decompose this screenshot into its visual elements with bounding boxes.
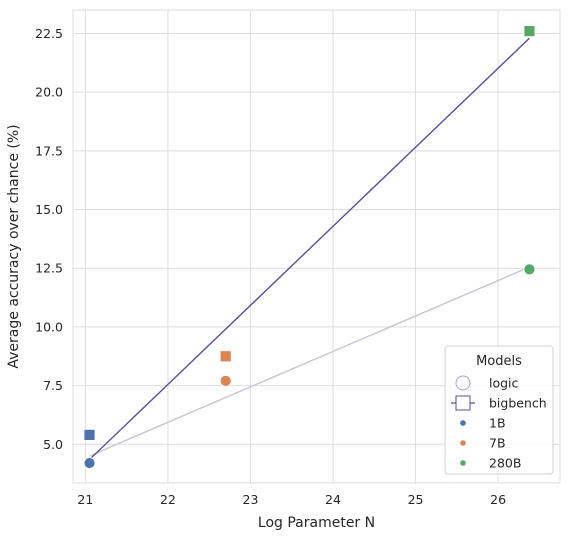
- legend-entries: logic bigbench 1B 7B 280B: [451, 375, 547, 471]
- y-tick-label: 5.0: [43, 437, 63, 452]
- y-tick-label: 20.0: [35, 85, 63, 100]
- legend-entry-bigbench: bigbench: [451, 395, 547, 411]
- logic-point-7B: [219, 374, 232, 387]
- legend-entry-logic: logic: [455, 375, 519, 391]
- x-tick-labels: 21 22 23 24 25 26: [77, 492, 506, 507]
- y-tick-label: 15.0: [35, 202, 63, 217]
- legend-label: 7B: [489, 436, 506, 451]
- legend-marker: [460, 440, 466, 446]
- legend-label: bigbench: [489, 396, 547, 411]
- legend-marker: [455, 375, 471, 391]
- bigbench-point-280B: [523, 25, 536, 38]
- x-tick-label: 21: [77, 492, 93, 507]
- legend-entry-280B: 280B: [460, 456, 521, 471]
- legend-marker: [460, 460, 466, 466]
- data-points: [83, 25, 536, 469]
- bigbench-fit-line: [89, 37, 530, 461]
- legend-marker: [455, 395, 471, 411]
- x-tick-label: 26: [490, 492, 506, 507]
- logic-point-280B: [523, 263, 536, 276]
- y-axis-title: Average accuracy over chance (%): [6, 124, 22, 368]
- logic-fit-line: [89, 266, 530, 457]
- legend-title: Models: [476, 354, 522, 369]
- bigbench-point-1B: [83, 428, 96, 441]
- y-tick-label: 10.0: [35, 319, 63, 334]
- x-tick-label: 22: [160, 492, 176, 507]
- logic-point-1B: [83, 457, 96, 469]
- legend-entry-7B: 7B: [460, 436, 506, 451]
- legend-label: 280B: [489, 456, 521, 471]
- x-tick-label: 24: [325, 492, 341, 507]
- y-tick-label: 12.5: [35, 261, 63, 276]
- fit-lines: [89, 37, 530, 461]
- legend-entry-1B: 1B: [460, 416, 506, 431]
- y-tick-label: 17.5: [35, 143, 63, 158]
- legend-label: 1B: [489, 416, 506, 431]
- y-tick-labels: 5.0 7.5 10.0 12.5 15.0 17.5 20.0 22.5: [35, 26, 63, 452]
- x-tick-label: 23: [243, 492, 259, 507]
- legend-box: [444, 345, 554, 475]
- y-tick-label: 7.5: [43, 378, 63, 393]
- legend: Models logic bigbench 1B 7B 280B: [444, 345, 554, 475]
- legend-label: logic: [489, 376, 519, 391]
- x-tick-label: 25: [408, 492, 424, 507]
- legend-marker: [460, 420, 466, 426]
- x-axis-title: Log Parameter N: [258, 515, 375, 531]
- bigbench-point-7B: [219, 350, 232, 363]
- y-tick-label: 22.5: [35, 26, 63, 41]
